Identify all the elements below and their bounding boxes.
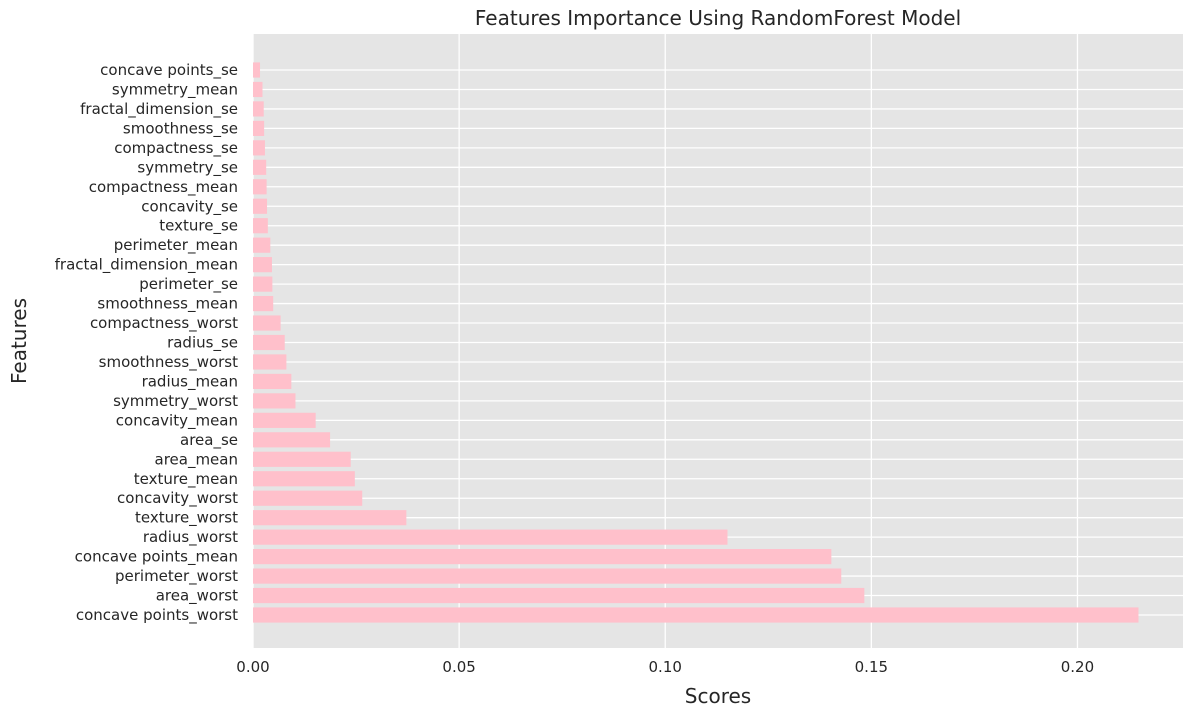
y-tick-label: concave points_worst xyxy=(76,606,238,625)
bar-perimeter-se xyxy=(253,276,273,292)
y-tick-labels: concave points_worstarea_worstperimeter_… xyxy=(55,61,238,625)
bar-fractal-dimension-se xyxy=(253,101,264,117)
y-tick-label: fractal_dimension_mean xyxy=(55,256,238,275)
y-tick-label: perimeter_worst xyxy=(115,567,238,586)
y-axis-title: Features xyxy=(7,298,31,384)
bar-compactness-mean xyxy=(253,179,267,195)
y-tick-label: concave points_mean xyxy=(75,548,238,567)
bar-concavity-worst xyxy=(253,490,363,506)
bar-area-mean xyxy=(253,451,351,467)
y-tick-label: symmetry_se xyxy=(137,158,238,177)
y-tick-label: area_se xyxy=(180,431,238,450)
x-tick-label: 0.05 xyxy=(442,658,475,676)
y-tick-label: area_worst xyxy=(156,587,238,606)
y-tick-label: fractal_dimension_se xyxy=(80,100,238,119)
bar-compactness-se xyxy=(253,140,265,156)
x-axis-title: Scores xyxy=(685,684,751,708)
y-tick-label: perimeter_mean xyxy=(114,236,238,255)
y-tick-label: compactness_mean xyxy=(89,178,238,197)
bar-concave-points-mean xyxy=(253,549,832,565)
x-tick-label: 0.15 xyxy=(855,658,888,676)
bar-perimeter-worst xyxy=(253,568,842,584)
y-tick-label: texture_mean xyxy=(134,470,238,489)
y-tick-label: concavity_mean xyxy=(116,411,238,430)
bar-symmetry-worst xyxy=(253,393,296,409)
bar-radius-mean xyxy=(253,373,292,390)
x-tick-label: 0.20 xyxy=(1061,658,1094,676)
bar-radius-worst xyxy=(253,529,728,545)
x-tick-label: 0.00 xyxy=(236,658,269,676)
bar-texture-mean xyxy=(253,471,355,487)
bar-area-se xyxy=(253,432,331,448)
bar-concavity-se xyxy=(253,198,268,214)
bar-texture-worst xyxy=(253,510,407,526)
y-tick-label: concave points_se xyxy=(100,61,238,80)
bar-concavity-mean xyxy=(253,412,316,428)
y-tick-label: compactness_se xyxy=(114,139,238,158)
x-tick-label: 0.10 xyxy=(649,658,682,676)
bar-symmetry-mean xyxy=(253,81,263,98)
y-tick-label: concavity_worst xyxy=(117,489,238,508)
bar-radius-se xyxy=(253,334,285,351)
y-tick-label: concavity_se xyxy=(141,197,238,216)
y-tick-label: radius_worst xyxy=(143,528,238,547)
y-tick-label: area_mean xyxy=(155,450,239,469)
bars xyxy=(253,62,1139,623)
y-tick-label: symmetry_mean xyxy=(112,80,238,99)
bar-symmetry-se xyxy=(253,159,267,175)
plot-background xyxy=(253,34,1183,648)
y-tick-label: radius_mean xyxy=(142,372,238,391)
y-tick-label: radius_se xyxy=(167,334,238,353)
bar-area-worst xyxy=(253,587,865,604)
bar-smoothness-se xyxy=(253,120,265,136)
bar-compactness-worst xyxy=(253,315,281,331)
y-tick-label: smoothness_worst xyxy=(99,353,238,372)
y-tick-label: symmetry_worst xyxy=(113,392,238,411)
y-tick-label: smoothness_mean xyxy=(97,295,238,314)
y-tick-label: compactness_worst xyxy=(90,314,238,333)
bar-perimeter-mean xyxy=(253,237,271,253)
bar-concave-points-worst xyxy=(253,607,1139,623)
bar-smoothness-worst xyxy=(253,354,287,370)
y-tick-label: perimeter_se xyxy=(139,275,238,294)
bar-fractal-dimension-mean xyxy=(253,257,272,273)
chart-title: Features Importance Using RandomForest M… xyxy=(475,6,961,30)
bar-texture-se xyxy=(253,218,268,234)
y-tick-label: texture_worst xyxy=(135,509,238,528)
bar-concave-points-se xyxy=(253,62,261,78)
y-tick-label: smoothness_se xyxy=(123,119,238,138)
y-tick-label: texture_se xyxy=(159,217,238,236)
bar-smoothness-mean xyxy=(253,295,274,312)
x-tick-labels: 0.00 0.05 0.10 0.15 0.20 xyxy=(236,658,1094,676)
